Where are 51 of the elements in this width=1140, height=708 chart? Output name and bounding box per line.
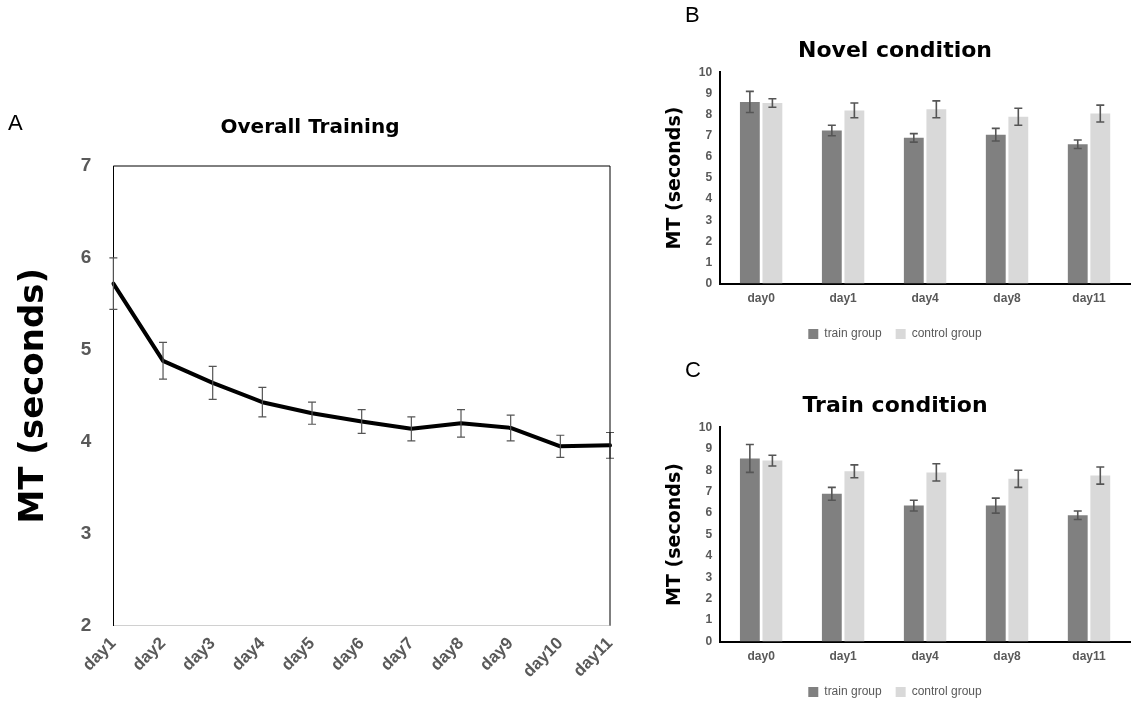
y-tick-label: 2 [705,591,713,606]
y-tick-label: 2 [80,613,92,635]
y-tick-label: 5 [705,170,713,185]
y-tick-label: 5 [80,338,92,360]
x-tick-label: day8 [993,649,1022,664]
y-tick-label: 4 [705,191,713,206]
x-tick-label: day1 [829,291,858,306]
chart-title: Overall Training [220,114,400,139]
y-tick-label: 2 [705,233,713,248]
y-tick-label: 3 [705,212,713,227]
y-tick-label: 6 [80,246,92,268]
chart-title: Train condition [802,391,988,417]
y-tick-label: 1 [705,254,713,269]
x-tick-label: day8 [993,291,1022,306]
y-tick-label: 9 [705,85,713,100]
y-axis-title: MT (seconds) [11,267,52,524]
x-tick-label: day4 [911,291,940,306]
y-tick-label: 1 [705,612,713,627]
y-tick-label: 7 [705,128,713,143]
legend-label: control group [911,326,983,341]
y-tick-label: 10 [698,419,713,434]
y-tick-label: 7 [705,483,713,498]
y-tick-label: 4 [80,429,92,451]
legend-label: train group [824,326,882,341]
y-tick-label: 5 [705,526,713,541]
y-axis-title: MT (seconds) [662,463,685,606]
y-tick-label: 6 [705,149,713,164]
x-tick-label: day1 [829,649,858,664]
y-tick-label: 8 [705,462,713,477]
y-tick-label: 4 [705,548,713,563]
x-tick-label: day4 [911,649,940,664]
x-tick-label: day0 [747,291,776,306]
x-tick-label: day11 [1072,291,1107,306]
x-tick-label: day0 [747,649,776,664]
y-axis-title: MT (seconds) [662,106,685,250]
x-tick-label: day11 [1072,649,1107,664]
y-tick-label: 10 [698,64,713,79]
y-tick-label: 0 [705,275,713,290]
text: A [8,110,23,136]
y-tick-label: 9 [705,441,713,456]
legend-label: control group [911,684,983,699]
y-tick-label: 0 [705,633,713,648]
chart-title: Novel condition [798,36,992,62]
y-tick-label: 3 [705,569,713,584]
y-tick-label: 3 [80,521,92,543]
legend-label: train group [824,684,882,699]
y-tick-label: 8 [705,106,713,121]
text: C [685,357,701,383]
text: B [685,2,700,28]
y-tick-label: 6 [705,505,713,520]
y-tick-label: 7 [80,154,92,176]
